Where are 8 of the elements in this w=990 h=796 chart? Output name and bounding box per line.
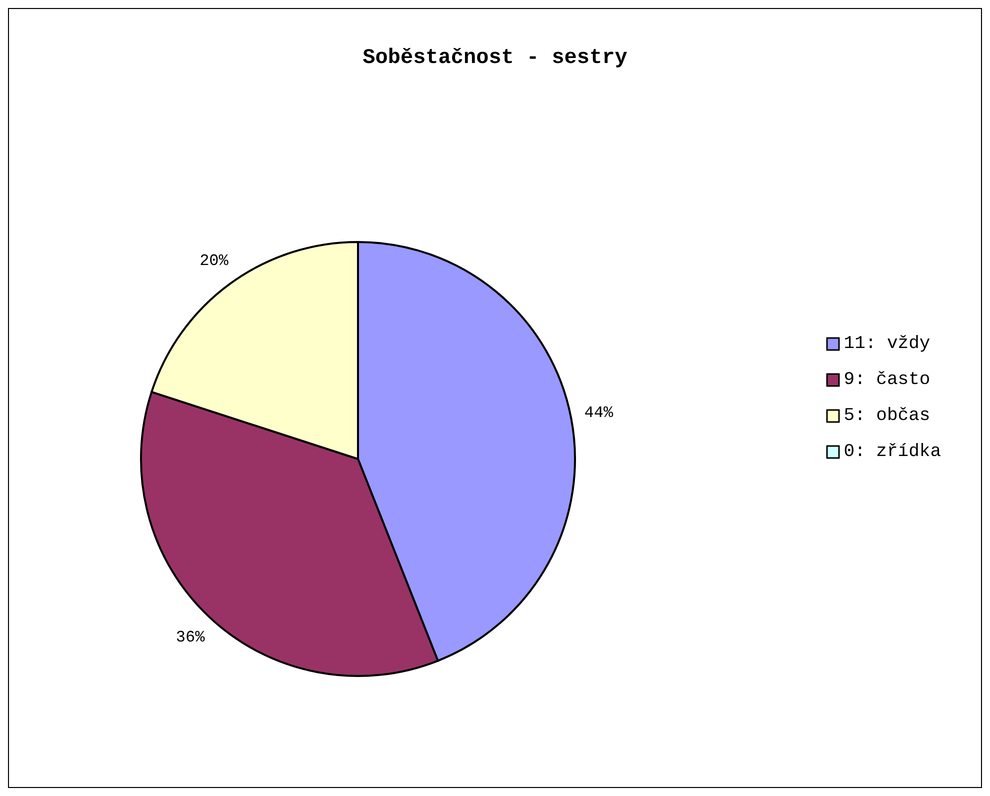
legend-label: 9: často [844,370,930,390]
data-label: 20% [200,252,229,270]
legend-label: 0: zřídka [844,442,941,462]
data-label: 36% [176,628,206,647]
legend-label: 5: občas [844,406,930,426]
legend-label: 11: vždy [844,334,930,354]
data-label: 44% [584,404,614,422]
chart-title: Soběstačnost - sestry [362,47,628,70]
